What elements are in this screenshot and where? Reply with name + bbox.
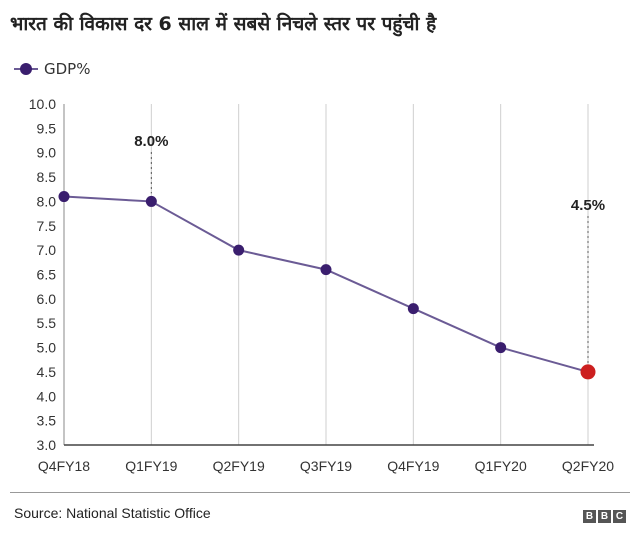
footer-divider: [10, 492, 630, 493]
source-note: Source: National Statistic Office: [14, 505, 211, 521]
x-tick-label: Q3FY19: [300, 458, 352, 474]
data-point: [145, 195, 157, 207]
data-point: [58, 191, 70, 203]
x-tick-label: Q4FY19: [387, 458, 439, 474]
x-tick-label: Q1FY20: [475, 458, 527, 474]
data-point: [495, 342, 507, 354]
y-tick-label: 6.0: [37, 291, 57, 307]
x-tick-label: Q2FY20: [562, 458, 614, 474]
y-tick-label: 4.5: [37, 364, 57, 380]
line-chart: 3.0 3.5 4.0 4.5 5.0 5.5 6.0 6.5 7.0 7.5 8.0 8.5 9.0 9…: [29, 96, 615, 474]
y-tick-label: 7.5: [37, 218, 57, 234]
logo-letter: B: [598, 510, 611, 523]
highlight-point: [580, 364, 596, 380]
y-tick-label: 3.0: [37, 437, 57, 453]
x-tick-label: Q1FY19: [125, 458, 177, 474]
data-point: [233, 244, 245, 256]
data-point: [320, 264, 332, 276]
y-tick-label: 9.0: [37, 145, 57, 161]
legend-marker: [14, 63, 38, 75]
annotation-label: 8.0%: [134, 133, 168, 150]
y-tick-label: 8.5: [37, 169, 57, 185]
y-tick-label: 10.0: [29, 96, 56, 112]
x-tick-label: Q2FY19: [213, 458, 265, 474]
y-tick-label: 4.0: [37, 388, 57, 404]
bbc-logo: B B C: [583, 510, 626, 523]
annotation-label: 4.5%: [571, 197, 605, 214]
y-tick-label: 8.0: [37, 193, 57, 209]
x-tick-label: Q4FY18: [38, 458, 90, 474]
y-tick-label: 9.5: [37, 120, 57, 136]
y-tick-label: 7.0: [37, 242, 57, 258]
legend: GDP%: [14, 58, 90, 80]
logo-letter: C: [613, 510, 626, 523]
data-point: [407, 303, 419, 315]
y-tick-label: 5.0: [37, 340, 57, 356]
logo-letter: B: [583, 510, 596, 523]
y-tick-label: 6.5: [37, 267, 57, 283]
y-tick-label: 3.5: [37, 413, 57, 429]
y-tick-label: 5.5: [37, 315, 57, 331]
legend-label: GDP%: [44, 60, 91, 78]
chart-title: भारत की विकास दर 6 साल में सबसे निचले स्…: [10, 13, 437, 35]
